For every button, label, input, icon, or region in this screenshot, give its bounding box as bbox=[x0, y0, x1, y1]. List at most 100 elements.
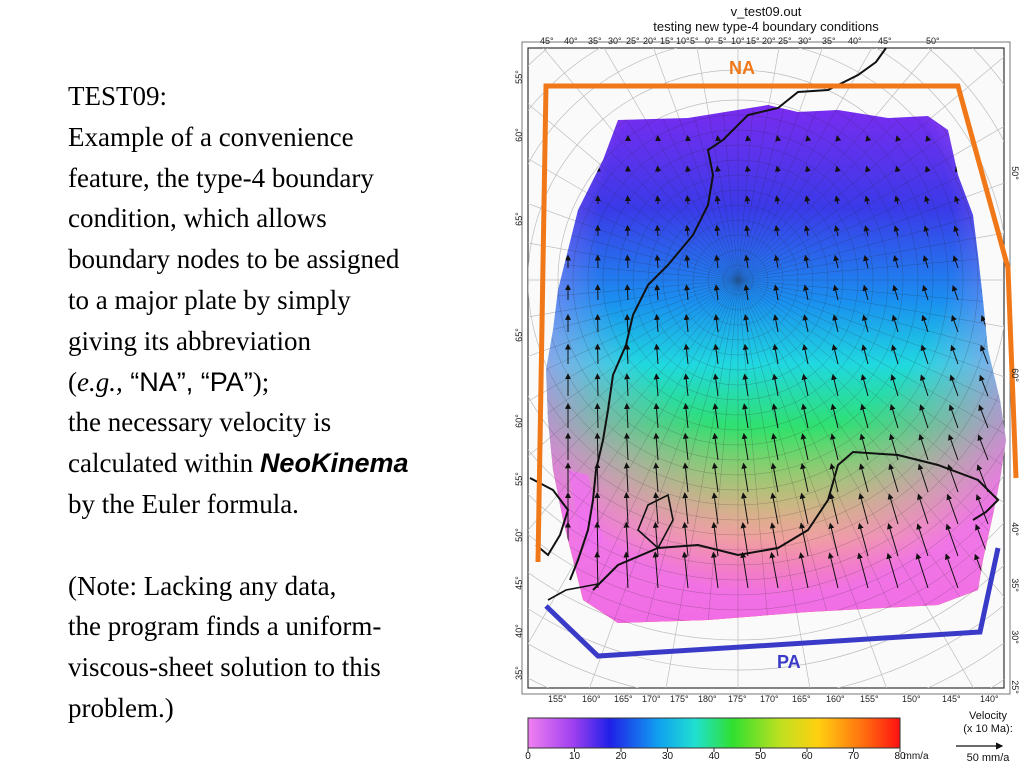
bottom-axis-tick-label: 170° bbox=[760, 694, 779, 704]
mesh-line bbox=[707, 249, 769, 311]
velocity-arrow bbox=[834, 195, 841, 205]
mesh-line bbox=[737, 279, 829, 623]
velocity-arrow bbox=[624, 224, 631, 237]
velocity-arrow bbox=[861, 314, 869, 333]
velocity-arrow bbox=[864, 195, 871, 205]
bottom-axis-tick-label: 150° bbox=[902, 694, 921, 704]
velocity-arrow bbox=[917, 493, 929, 525]
velocity-arrow bbox=[683, 313, 690, 333]
velocity-arrow bbox=[980, 344, 989, 365]
bottom-axis-tick-label: 155° bbox=[548, 694, 567, 704]
mesh-line bbox=[559, 279, 739, 623]
mesh-line bbox=[602, 144, 874, 416]
velocity-arrow bbox=[862, 284, 869, 301]
description-line: Example of a convenience bbox=[68, 121, 354, 152]
note-line: the program finds a uniform- bbox=[68, 611, 382, 642]
bottom-axis-tick-label: 175° bbox=[670, 694, 689, 704]
velocity-arrow bbox=[594, 373, 601, 397]
plate-label-na: NA bbox=[729, 58, 755, 78]
velocity-arrow bbox=[774, 195, 781, 205]
mesh-line bbox=[737, 105, 1006, 281]
top-axis-tick-label: 35° bbox=[588, 36, 602, 46]
velocity-arrow bbox=[654, 313, 661, 333]
mesh-line bbox=[546, 105, 739, 281]
bottom-axis-tick-label: 170° bbox=[642, 694, 661, 704]
mesh-line bbox=[546, 105, 934, 476]
velocity-arrow bbox=[712, 403, 719, 429]
mesh-line bbox=[546, 279, 739, 623]
description-line: feature, the type-4 boundary bbox=[68, 162, 374, 193]
calculation-line: calculated within NeoKinema bbox=[68, 448, 409, 479]
description-line: to a major plate by simply bbox=[68, 284, 351, 315]
left-axis-tick-label: 55° bbox=[513, 472, 524, 486]
description-line: condition, which allows bbox=[68, 203, 327, 234]
velocity-arrow bbox=[623, 551, 630, 589]
velocity-arrow bbox=[624, 284, 631, 301]
velocity-arrow bbox=[683, 373, 690, 397]
velocity-arrow bbox=[924, 195, 930, 205]
velocity-arrow bbox=[951, 285, 959, 301]
velocity-arrow bbox=[654, 195, 661, 205]
velocity-arrow bbox=[684, 224, 691, 237]
velocity-arrow bbox=[771, 373, 779, 397]
mesh-line bbox=[737, 105, 873, 281]
top-axis-tick-label: 5° bbox=[718, 36, 727, 46]
velocity-arrow bbox=[864, 165, 871, 173]
velocity-arrow bbox=[771, 403, 779, 429]
velocity-arrow bbox=[684, 195, 691, 205]
velocity-arrow bbox=[833, 225, 840, 237]
velocity-arrow bbox=[831, 373, 839, 397]
coastline bbox=[547, 583, 599, 601]
velocity-arrow bbox=[829, 492, 839, 525]
velocity-arrow bbox=[770, 492, 779, 525]
velocity-arrow bbox=[915, 553, 929, 589]
na-boundary bbox=[535, 83, 1019, 563]
velocity-arrow bbox=[919, 404, 929, 429]
description-line: by the Euler formula. bbox=[68, 488, 299, 519]
velocity-arrow bbox=[887, 523, 899, 557]
mesh-line bbox=[546, 105, 739, 281]
velocity-arrow bbox=[742, 403, 749, 429]
bottom-axis-tick-label: 175° bbox=[728, 694, 747, 704]
velocity-arrow bbox=[653, 343, 660, 365]
velocity-arrow bbox=[800, 462, 809, 493]
velocity-arrow bbox=[919, 374, 929, 397]
velocity-arrow bbox=[594, 491, 601, 525]
mesh-line bbox=[737, 105, 999, 281]
note-line: (Note: Lacking any data, bbox=[68, 570, 337, 601]
velocity-arrow bbox=[920, 344, 929, 365]
mesh-line bbox=[737, 279, 784, 623]
velocity-map-figure: v_test09.out testing new type-4 boundary… bbox=[508, 0, 1024, 768]
description-line: giving its abbreviation bbox=[68, 325, 311, 356]
velocity-arrow bbox=[743, 254, 750, 269]
top-axis-tick-label: 10° bbox=[676, 36, 690, 46]
velocity-arrow bbox=[800, 433, 809, 461]
mesh-line bbox=[546, 105, 739, 281]
velocity-arrow bbox=[594, 551, 601, 589]
velocity-arrow bbox=[889, 403, 899, 429]
mesh-line bbox=[737, 279, 999, 623]
velocity-arrow bbox=[857, 552, 869, 589]
velocity-arrow bbox=[711, 551, 719, 589]
top-axis-tick-label: 50° bbox=[926, 36, 940, 46]
mesh-line bbox=[546, 105, 949, 491]
velocity-arrow bbox=[772, 314, 779, 333]
note-line: problem.) bbox=[68, 692, 174, 723]
velocity-arrow bbox=[623, 521, 630, 557]
velocity-arrow bbox=[924, 165, 931, 173]
coastline bbox=[637, 493, 674, 549]
velocity-arrow bbox=[624, 373, 631, 397]
right-axis-tick-label: 60° bbox=[1009, 368, 1020, 382]
velocity-arrow bbox=[802, 343, 809, 365]
pa-boundary bbox=[544, 547, 1001, 659]
mesh-line bbox=[692, 105, 739, 281]
velocity-arrow bbox=[861, 344, 869, 365]
velocity-arrow bbox=[860, 373, 869, 397]
mesh-line bbox=[587, 129, 889, 431]
velocity-arrow bbox=[681, 551, 689, 589]
colorbar-tick-label: 0 bbox=[525, 751, 531, 762]
velocity-arrow bbox=[860, 403, 869, 429]
velocity-arrow bbox=[979, 374, 989, 397]
velocity-arrow bbox=[831, 344, 839, 365]
velocity-arrow bbox=[978, 404, 989, 429]
